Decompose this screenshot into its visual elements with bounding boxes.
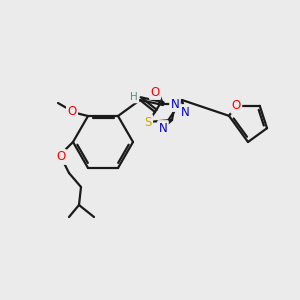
Text: S: S bbox=[144, 116, 152, 128]
Text: N: N bbox=[159, 122, 167, 134]
Text: O: O bbox=[68, 104, 76, 118]
Text: O: O bbox=[232, 99, 241, 112]
Text: O: O bbox=[56, 151, 66, 164]
Text: H: H bbox=[130, 92, 138, 102]
Text: N: N bbox=[181, 106, 189, 118]
Text: O: O bbox=[150, 85, 160, 98]
Text: N: N bbox=[171, 98, 179, 110]
